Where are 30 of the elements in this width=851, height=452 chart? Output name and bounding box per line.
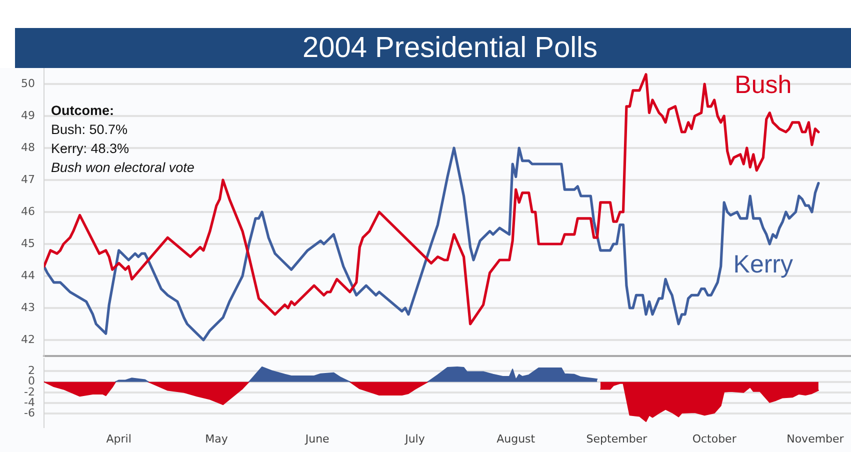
chart-title: 2004 Presidential Polls <box>302 32 598 64</box>
x-tick-label: June <box>304 432 330 446</box>
y-tick-label: 50 <box>21 76 35 90</box>
y-tick-label: -6 <box>24 406 35 420</box>
y-tick-label: 42 <box>21 332 35 346</box>
x-tick-label: September <box>586 432 648 446</box>
annotation: Bush won electoral vote <box>51 159 194 177</box>
x-tick-label: July <box>404 432 426 446</box>
x-tick-label: April <box>106 432 132 446</box>
y-tick-label: 47 <box>21 172 35 186</box>
y-tick-label: -2 <box>24 385 35 398</box>
y-tick-label: 0 <box>28 374 35 388</box>
y-tick-label: 46 <box>21 204 35 218</box>
annotation: Outcome: <box>51 102 116 120</box>
y-tick-label: -4 <box>24 396 35 409</box>
y-tick-label: 2 <box>28 364 35 378</box>
x-tick-label: August <box>496 432 536 446</box>
y-tick-label: 45 <box>21 236 35 250</box>
y-tick-label: 43 <box>21 300 35 314</box>
y-tick-label: 49 <box>21 108 35 122</box>
series-label: Bush <box>734 71 792 100</box>
annotation: Bush: 50.7% <box>51 121 129 139</box>
y-tick-label: 44 <box>21 268 35 282</box>
y-tick-label: 48 <box>21 140 35 154</box>
annotation: Kerry: 48.3% <box>51 140 130 158</box>
series-label: Kerry <box>733 250 794 278</box>
x-tick-label: November <box>786 432 844 446</box>
x-tick-label: October <box>692 432 737 446</box>
x-tick-label: May <box>205 432 228 446</box>
header-banner: 2004 Presidential Polls <box>15 28 851 68</box>
